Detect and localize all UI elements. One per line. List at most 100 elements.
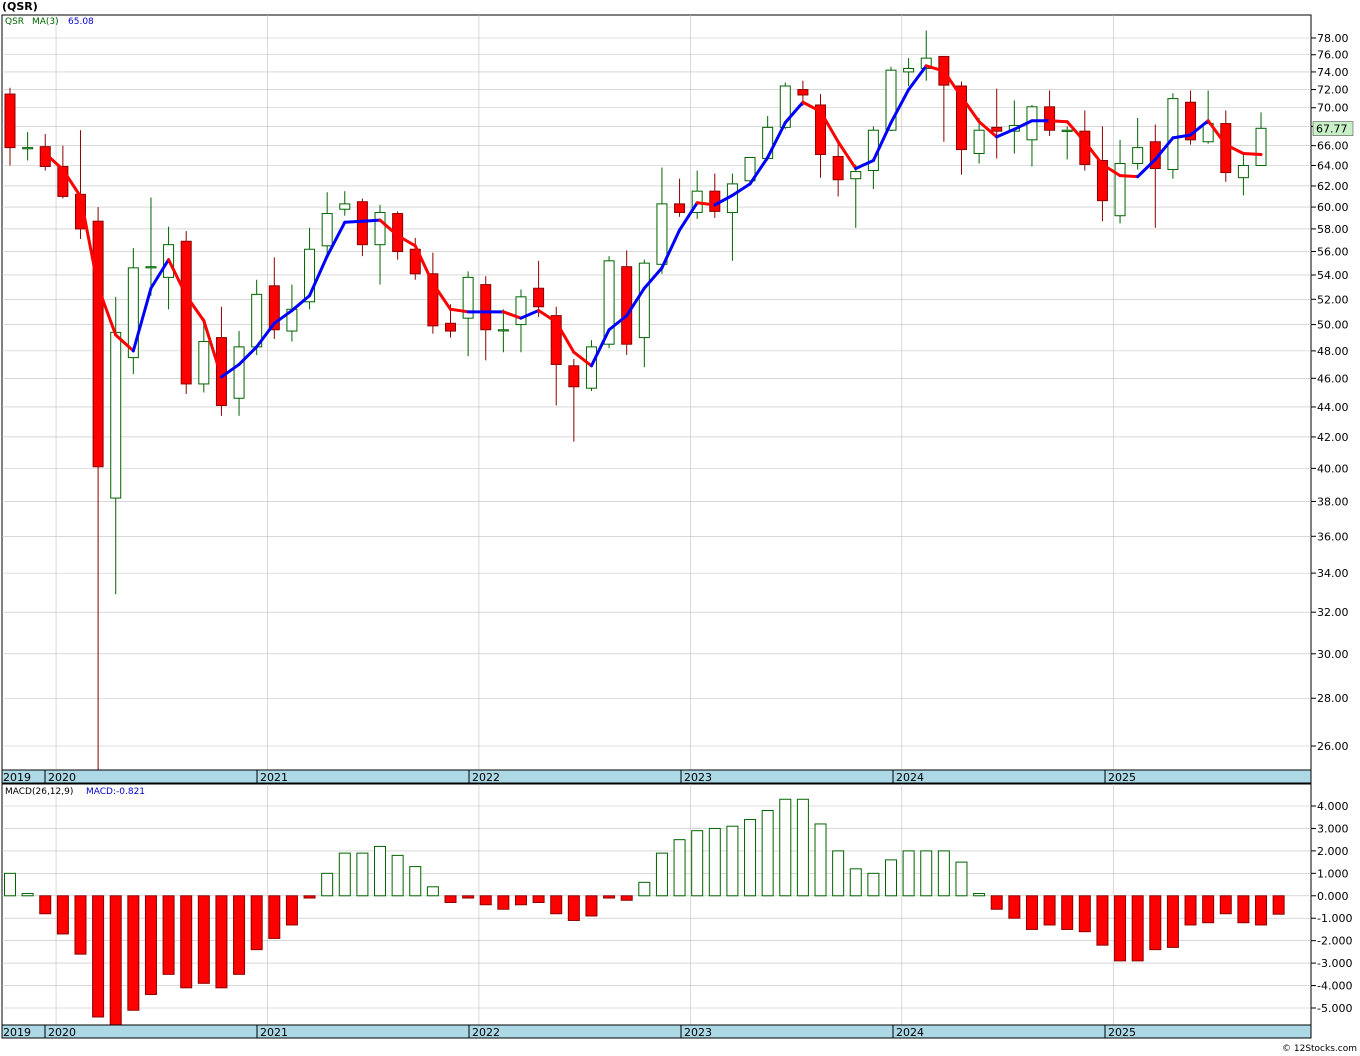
ma-segment bbox=[924, 64, 946, 73]
candle bbox=[462, 271, 474, 357]
ma-segment bbox=[519, 309, 541, 320]
macd-y-axis: -5.000 -4.000 -3.000 -2.000 -1.000 0.000 1.000… bbox=[1311, 800, 1352, 1015]
candle bbox=[1202, 90, 1214, 144]
price-panel-frame bbox=[1, 14, 1312, 771]
candle bbox=[568, 358, 580, 442]
macd-y-tick-label: 2.000 bbox=[1317, 845, 1349, 858]
candle bbox=[339, 191, 351, 216]
candle-body bbox=[268, 285, 280, 331]
ma-segment bbox=[1118, 174, 1140, 179]
macd-bar bbox=[902, 850, 915, 897]
macd-legend: MACD(26,12,9) MACD:-0.821 bbox=[5, 787, 145, 797]
candle bbox=[1044, 90, 1056, 136]
candle bbox=[973, 117, 985, 164]
ma-segment bbox=[942, 69, 963, 99]
candle-body bbox=[356, 201, 368, 246]
candle bbox=[180, 231, 192, 394]
macd-bars bbox=[4, 798, 1285, 1027]
candle bbox=[1096, 126, 1108, 222]
candle bbox=[198, 318, 210, 393]
macd-bar bbox=[514, 895, 527, 906]
candle-body bbox=[850, 171, 862, 180]
macd-bar bbox=[1061, 895, 1074, 930]
candle bbox=[515, 289, 527, 353]
macd-bar bbox=[550, 895, 563, 915]
ma-segment bbox=[1048, 119, 1069, 124]
ma-segment bbox=[96, 285, 118, 337]
price-y-tick-label: 30.00 bbox=[1317, 648, 1349, 661]
candle-body bbox=[180, 240, 192, 385]
candle-body bbox=[815, 104, 827, 156]
macd-bar bbox=[1272, 895, 1285, 915]
ma-segment bbox=[554, 320, 576, 354]
macd-bar bbox=[39, 895, 52, 915]
ma-segment bbox=[378, 218, 400, 238]
candle-body bbox=[1061, 129, 1073, 132]
macd-bar bbox=[180, 895, 193, 989]
price-y-tick-label: 54.00 bbox=[1317, 269, 1349, 282]
macd-bar bbox=[1255, 895, 1268, 926]
price-x-axis: 2019 2020 2021 2022 2023 2024 2025 bbox=[1, 769, 1312, 784]
legend-ma-value: 65.08 bbox=[68, 17, 94, 27]
macd-y-tick-label: 1.000 bbox=[1317, 867, 1349, 880]
ma-segment bbox=[343, 219, 364, 224]
candle-body bbox=[198, 341, 210, 385]
macd-bar bbox=[92, 895, 105, 1018]
candle-body bbox=[215, 337, 227, 406]
macd-bar bbox=[990, 895, 1003, 910]
candle-body bbox=[550, 315, 562, 365]
macd-bar bbox=[1166, 895, 1179, 948]
ma-segment bbox=[836, 140, 858, 171]
macd-bar bbox=[814, 823, 827, 897]
candle-body bbox=[955, 85, 967, 151]
price-y-tick-label: 28.00 bbox=[1317, 692, 1349, 705]
price-y-tick-label: 78.00 bbox=[1317, 32, 1349, 45]
ma-segment bbox=[114, 333, 135, 353]
macd-bar bbox=[127, 895, 140, 1011]
macd-bar bbox=[250, 895, 263, 951]
ma-segment bbox=[1189, 119, 1210, 137]
candle-body bbox=[127, 267, 139, 359]
x-axis-year-label: 2020 bbox=[48, 1026, 76, 1039]
macd-x-labels: 2019 2020 2021 2022 2023 2024 2025 bbox=[3, 1025, 1136, 1039]
macd-bar bbox=[215, 895, 228, 989]
candle bbox=[1132, 117, 1144, 170]
ma-segment bbox=[61, 168, 82, 198]
macd-bar bbox=[162, 895, 175, 975]
candle-body bbox=[92, 220, 104, 468]
ma-segment bbox=[290, 294, 312, 313]
macd-bar bbox=[56, 895, 69, 935]
candle-body bbox=[1255, 127, 1267, 166]
ma-segment bbox=[748, 155, 770, 186]
candle-body bbox=[497, 329, 509, 332]
ma-segment bbox=[607, 314, 629, 332]
price-y-tick-label: 42.00 bbox=[1317, 431, 1349, 444]
x-axis-year-label: 2024 bbox=[896, 1026, 924, 1039]
ma-segment bbox=[237, 345, 259, 366]
macd-bar bbox=[796, 798, 809, 897]
macd-bar bbox=[426, 886, 439, 897]
ma-segment bbox=[695, 201, 717, 207]
macd-bar bbox=[21, 893, 34, 897]
macd-legend-label: MACD(26,12,9) bbox=[5, 787, 73, 797]
macd-bar bbox=[532, 895, 545, 904]
macd-bar bbox=[673, 839, 686, 897]
ma-segment bbox=[449, 307, 470, 314]
candle-body bbox=[709, 190, 721, 212]
macd-bar bbox=[761, 809, 774, 897]
macd-bar bbox=[1202, 895, 1215, 924]
candle bbox=[427, 252, 439, 334]
x-axis-year-label: 2023 bbox=[684, 771, 712, 784]
macd-y-tick-label: -3.000 bbox=[1317, 957, 1352, 970]
macd-legend-value: MACD:-0.821 bbox=[86, 787, 145, 797]
price-y-tick-label: 36.00 bbox=[1317, 530, 1349, 543]
x-axis-year-label: 2023 bbox=[684, 1026, 712, 1039]
ma-segment bbox=[819, 109, 840, 144]
footer-credit: © 12Stocks.com bbox=[1282, 1044, 1357, 1054]
candle bbox=[903, 58, 915, 87]
macd-bar bbox=[603, 895, 616, 899]
macd-bar bbox=[849, 868, 862, 897]
candle-body bbox=[427, 273, 439, 327]
ma-segment bbox=[1136, 157, 1157, 179]
candle-body bbox=[920, 57, 932, 69]
